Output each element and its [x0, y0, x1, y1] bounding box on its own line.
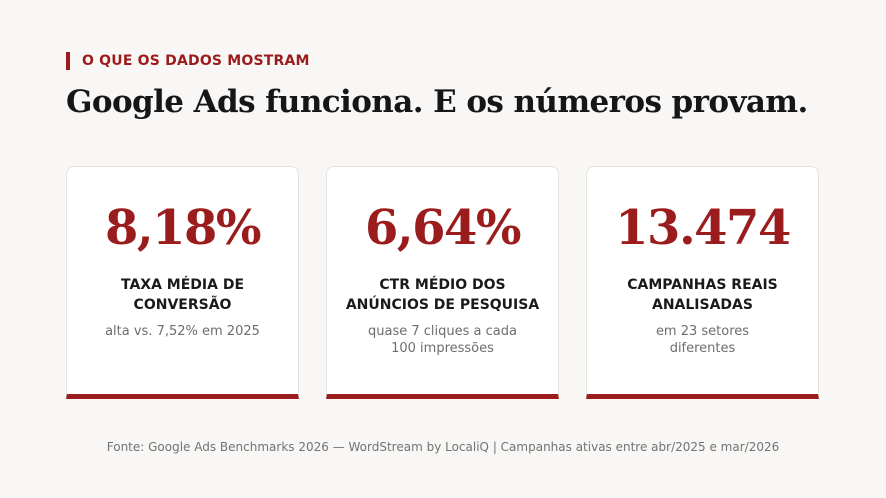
stats-cards: 8,18% TAXA MÉDIA DE CONVERSÃO alta vs. 7… [66, 166, 819, 399]
stat-note: em 23 setores diferentes [603, 323, 802, 357]
stat-label: TAXA MÉDIA DE CONVERSÃO [77, 275, 288, 315]
stat-value: 13.474 [615, 200, 791, 256]
stat-value: 6,64% [364, 200, 522, 256]
eyebrow-accent-bar [66, 52, 70, 70]
stat-value: 8,18% [104, 200, 262, 256]
stat-card-campaigns-analyzed: 13.474 CAMPANHAS REAIS ANALISADAS em 23 … [586, 166, 819, 399]
stat-note-line: diferentes [669, 341, 736, 356]
stat-card-search-ctr: 6,64% CTR MÉDIO DOS ANÚNCIOS DE PESQUISA… [326, 166, 559, 399]
stat-note-line: alta vs. 7,52% em 2025 [105, 324, 260, 339]
stat-note-line: 100 impressões [391, 341, 494, 356]
stat-note-line: quase 7 cliques a cada [368, 324, 517, 339]
stat-label: CAMPANHAS REAIS ANALISADAS [597, 275, 808, 315]
stat-label-line: TAXA MÉDIA DE [120, 277, 245, 293]
stat-label: CTR MÉDIO DOS ANÚNCIOS DE PESQUISA [337, 275, 548, 315]
eyebrow-text: O QUE OS DADOS MOSTRAM [82, 53, 310, 69]
stat-card-conversion-rate: 8,18% TAXA MÉDIA DE CONVERSÃO alta vs. 7… [66, 166, 299, 399]
stat-note: alta vs. 7,52% em 2025 [83, 323, 282, 340]
page-headline: Google Ads funciona. E os números provam… [66, 84, 808, 120]
stat-note: quase 7 cliques a cada 100 impressões [343, 323, 542, 357]
stat-label-line: CAMPANHAS REAIS [627, 277, 778, 293]
stat-label-line: ANÚNCIOS DE PESQUISA [345, 297, 540, 313]
stat-note-line: em 23 setores [655, 324, 750, 339]
stat-label-line: ANALISADAS [652, 297, 753, 313]
source-footnote: Fonte: Google Ads Benchmarks 2026 — Word… [106, 440, 780, 454]
section-eyebrow: O QUE OS DADOS MOSTRAM [66, 52, 310, 70]
stat-label-line: CTR MÉDIO DOS [379, 277, 506, 293]
stat-label-line: CONVERSÃO [133, 297, 232, 313]
